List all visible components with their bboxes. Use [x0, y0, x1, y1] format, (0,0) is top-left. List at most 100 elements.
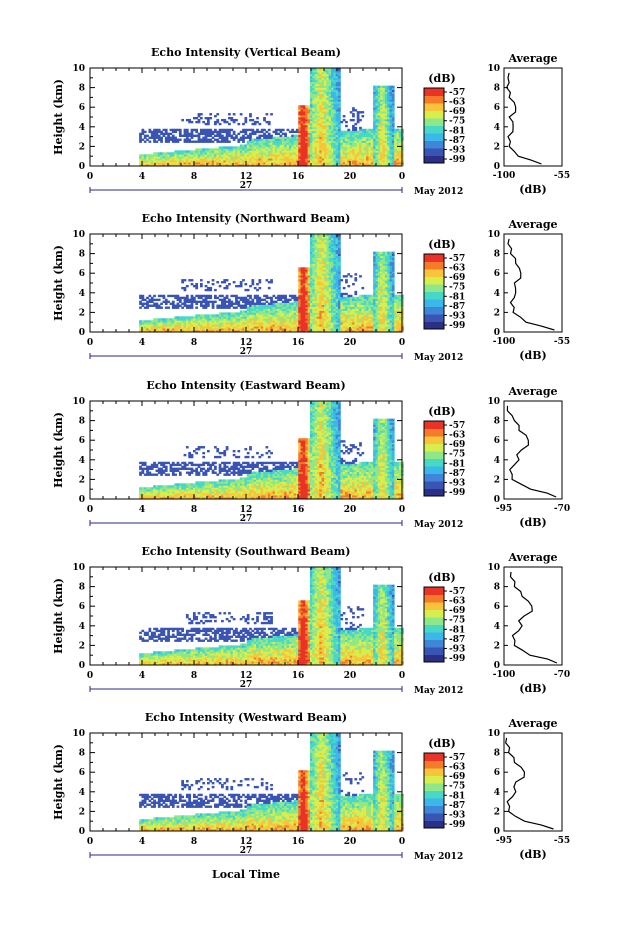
heatmap-cell: [340, 294, 344, 298]
heatmap-cell: [312, 122, 316, 126]
heatmap-cell: [277, 310, 280, 313]
heatmap-cell: [338, 322, 341, 325]
heatmap-cell: [338, 91, 341, 94]
heatmap-cell: [281, 162, 285, 165]
heatmap-cell: [274, 312, 278, 315]
heatmap-cell: [340, 320, 344, 323]
avg-y-tick-label: 0: [494, 162, 500, 172]
heatmap-cell: [312, 138, 316, 141]
heatmap-cell: [284, 328, 287, 331]
heatmap-cell: [335, 261, 339, 264]
heatmap-cell: [228, 152, 231, 155]
heatmap-cell: [324, 164, 327, 167]
heatmap-cell: [380, 142, 383, 145]
heatmap-cell: [354, 316, 358, 319]
heatmap-cell: [319, 140, 323, 143]
heatmap-cell: [141, 322, 145, 325]
heatmap-cell: [384, 87, 388, 90]
heatmap-cell: [373, 120, 376, 124]
heatmap-cell: [263, 128, 266, 132]
heatmap-cell: [363, 310, 367, 313]
heatmap-cell: [319, 136, 323, 139]
heatmap-cell: [221, 328, 224, 331]
heatmap-cell: [321, 101, 325, 104]
heatmap-cell: [260, 298, 264, 302]
heatmap-cell: [146, 154, 149, 157]
heatmap-cell: [281, 306, 285, 309]
heatmap-cell: [174, 324, 177, 327]
heatmap-cell: [312, 257, 316, 260]
heatmap-cell: [375, 263, 379, 266]
heatmap-cell: [375, 158, 379, 161]
heatmap-cell: [260, 138, 264, 141]
heatmap-cell: [345, 312, 348, 315]
heatmap-cell: [251, 130, 255, 134]
heatmap-cell: [359, 312, 362, 315]
heatmap-cell: [335, 279, 339, 282]
heatmap-cell: [335, 138, 339, 141]
heatmap-cell: [263, 314, 266, 317]
heatmap-cell: [319, 111, 323, 114]
heatmap-cell: [253, 122, 257, 126]
heatmap-cell: [359, 322, 362, 325]
heatmap-cell: [293, 140, 297, 143]
heatmap-cell: [284, 324, 287, 327]
heatmap-cell: [274, 158, 278, 161]
heatmap-cell: [312, 275, 316, 278]
x-tick-label: 8: [191, 172, 197, 182]
heatmap-cell: [272, 146, 276, 149]
heatmap-cell: [309, 128, 313, 132]
heatmap-cell: [375, 304, 379, 307]
heatmap-cell: [375, 312, 379, 315]
heatmap-cell: [293, 328, 297, 331]
heatmap-cell: [218, 128, 222, 132]
heatmap-cell: [356, 324, 360, 327]
heatmap-cell: [354, 122, 358, 126]
heatmap-cell: [319, 322, 323, 325]
heatmap-cell: [242, 152, 245, 155]
heatmap-cell: [139, 296, 142, 300]
heatmap-cell: [267, 158, 271, 161]
heatmap-cell: [214, 314, 217, 317]
heatmap-cell: [389, 140, 393, 143]
heatmap-cell: [185, 160, 189, 163]
heatmap-cell: [356, 156, 360, 159]
heatmap-cell: [160, 306, 163, 309]
heatmap-cell: [244, 288, 248, 292]
heatmap-cell: [202, 328, 206, 331]
heatmap-cell: [218, 320, 222, 323]
heatmap-cell: [333, 77, 337, 81]
heatmap-cell: [251, 281, 255, 284]
heatmap-cell: [235, 306, 238, 309]
heatmap-cell: [377, 150, 381, 153]
heatmap-cell: [387, 146, 390, 149]
heatmap-cell: [363, 316, 367, 319]
heatmap-cell: [328, 111, 332, 114]
heatmap-cell: [352, 306, 355, 309]
heatmap-cell: [314, 239, 318, 243]
heatmap-cell: [242, 320, 245, 323]
heatmap-cell: [305, 310, 309, 313]
heatmap-cell: [302, 107, 306, 110]
heatmap-cell: [291, 324, 294, 327]
heatmap-cell: [309, 93, 313, 96]
heatmap-cell: [335, 156, 339, 159]
heatmap-cell: [384, 124, 388, 128]
heatmap-cell: [352, 148, 355, 151]
heatmap-cell: [382, 95, 386, 98]
heatmap-cell: [270, 154, 273, 157]
heatmap-cell: [375, 89, 379, 92]
heatmap-cell: [321, 300, 325, 303]
heatmap-cell: [314, 300, 318, 303]
heatmap-cell: [314, 97, 318, 100]
heatmap-cell: [181, 158, 184, 161]
heatmap-cell: [382, 132, 386, 136]
heatmap-cell: [309, 113, 313, 116]
heatmap-cell: [380, 290, 383, 294]
heatmap-cell: [345, 298, 348, 302]
heatmap-cell: [356, 158, 360, 161]
heatmap-cell: [221, 320, 224, 323]
heatmap-cell: [345, 142, 348, 145]
heatmap-cell: [338, 124, 341, 128]
heatmap-cell: [342, 312, 346, 315]
